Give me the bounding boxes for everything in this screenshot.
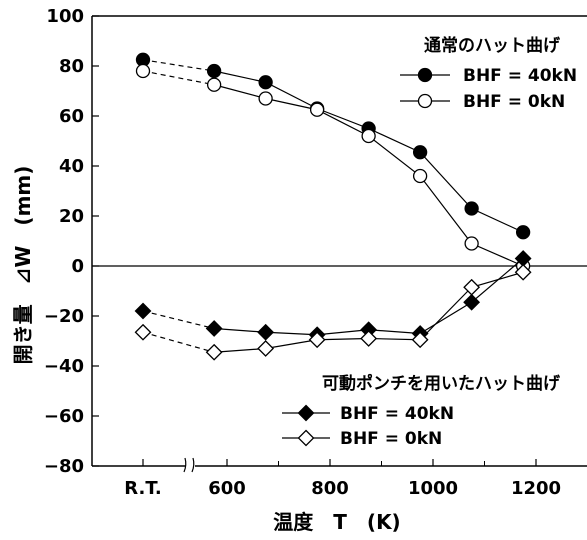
y-tick-label: −80 [44, 456, 84, 477]
axis-break-gap [186, 458, 195, 474]
series-g1-s0-point-rt [134, 302, 152, 320]
x-tick-label: 1000 [408, 478, 458, 499]
series-g1-s0-point [463, 293, 481, 311]
series-g1-s0-rt-link [142, 310, 215, 330]
legend-marker [417, 93, 433, 109]
y-tick-label: 100 [46, 6, 84, 27]
y-tick-label: −20 [44, 306, 84, 327]
x-axis-title: 温度 T (K) [273, 510, 400, 534]
series-g1-s1-point-rt [134, 323, 152, 341]
series-g0-s0-rt-link [142, 59, 215, 72]
y-tick-label: −40 [44, 356, 84, 377]
legend-label: BHF = 0kN [463, 92, 565, 112]
series-g1-s0-point [257, 323, 275, 341]
series-g0-s1-point [309, 102, 325, 117]
series-g0-s0-point [258, 75, 273, 90]
legend-label: BHF = 40kN [463, 66, 577, 86]
x-tick-label: 1200 [511, 478, 561, 499]
axis-break-mark [191, 457, 195, 473]
series-g0-s1-point-rt [135, 63, 151, 79]
y-tick-label: 80 [59, 56, 84, 77]
series-g1-s1-point [257, 340, 275, 357]
series-g1-s1-point [514, 263, 532, 281]
series-g0-s0-point [206, 63, 222, 79]
series-g1-s1-point [205, 343, 223, 361]
legend-label: BHF = 40kN [340, 404, 454, 424]
series-g0-s1-rt-link [142, 70, 215, 86]
legend-layer: 通常のハット曲げ BHF = 40kN BHF = 0kN 可動ポンチを用いたハット曲… [282, 35, 577, 449]
legend-title: 通常のハット曲げ [424, 35, 561, 56]
series-g0-s1-point [258, 91, 273, 106]
series-g1-s1-rt-link [142, 331, 215, 353]
y-axis-title: 開き量 ⊿W (mm) [11, 166, 35, 365]
y-tick-label: −60 [44, 406, 84, 427]
series-g0-s0-point [515, 225, 531, 240]
x-tick-label: 800 [311, 478, 349, 499]
axis-layer: −80 −60 −40 −20 0 20 40 60 80 100 R.T. 600 800 1000 12… [44, 6, 587, 499]
series-g1-s1-point [360, 330, 378, 347]
y-tick-label: 0 [71, 256, 84, 277]
y-tick-label: 40 [59, 156, 84, 177]
series-g1-s1-point [463, 278, 481, 296]
series-g1-s0-point [205, 320, 223, 337]
series-g1-s1-point [308, 331, 326, 349]
series-g0-s1-point [464, 236, 479, 251]
legend-label: BHF = 0kN [340, 429, 442, 449]
series-g0-s1-point [361, 128, 376, 144]
legend-marker [297, 429, 315, 447]
x-tick-label: 600 [208, 478, 246, 499]
series-g0-s0-point [412, 145, 428, 160]
series-g0-s0-point [464, 201, 479, 216]
series-g1-s1-point [411, 331, 429, 349]
legend-marker [417, 67, 433, 83]
series-g0-s1-point [412, 168, 428, 184]
y-tick-label: 20 [59, 206, 84, 227]
legend-title: 可動ポンチを用いたハット曲げ [322, 373, 561, 394]
series-layer [134, 52, 532, 361]
y-tick-label: 60 [59, 106, 84, 127]
x-tick-label: R.T. [124, 478, 161, 499]
legend-marker [297, 404, 315, 422]
series-g0-s1-point [206, 77, 222, 92]
axis-break-mark [183, 457, 187, 473]
